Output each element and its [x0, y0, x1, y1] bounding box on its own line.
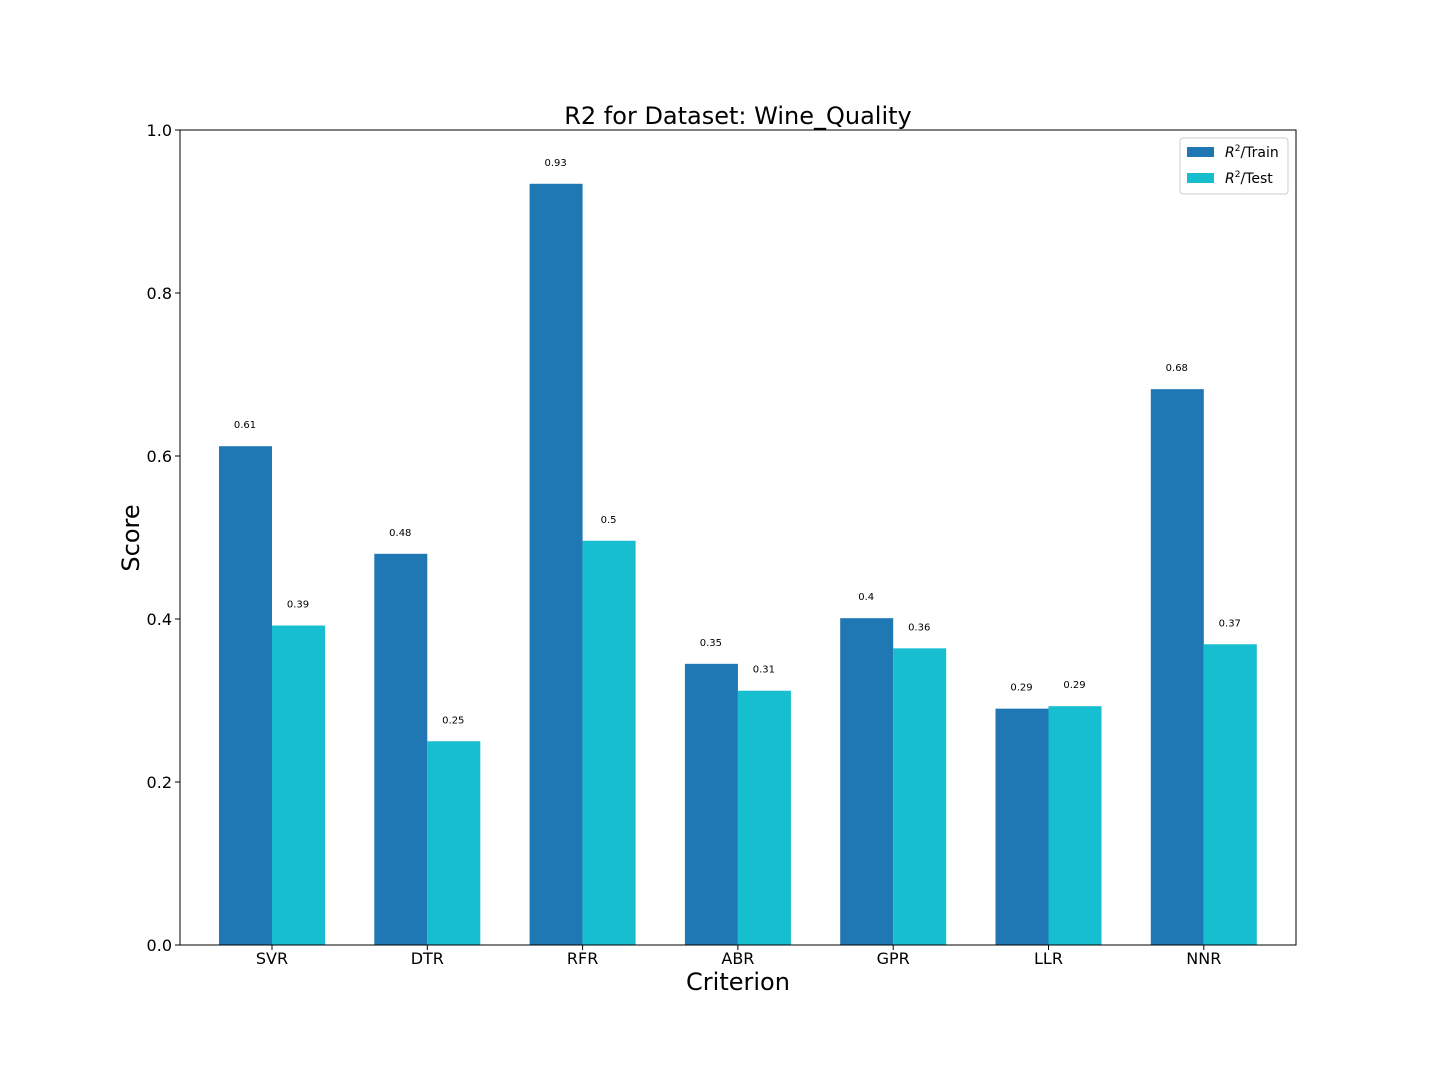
- bar-test-svr: [272, 625, 325, 945]
- bar-value-label: 0.37: [1219, 618, 1241, 629]
- bar-train-svr: [219, 446, 272, 945]
- bar-value-label: 0.31: [753, 665, 775, 676]
- y-tick-label: 0.6: [147, 447, 172, 466]
- bar-value-label: 0.29: [1010, 683, 1032, 694]
- x-axis-title: Criterion: [686, 968, 790, 996]
- bar-test-nnr: [1203, 644, 1257, 945]
- legend-label-train: R2/Train: [1225, 144, 1279, 161]
- legend-label-superscript: 2: [1235, 170, 1241, 180]
- bar-train-rfr: [529, 183, 583, 946]
- bar-train-llr: [995, 708, 1049, 945]
- y-axis-title: Score: [117, 504, 145, 571]
- legend-swatch-train: [1187, 147, 1214, 157]
- y-tick-label: 0.0: [147, 936, 172, 955]
- legend-label-suffix: /Test: [1240, 171, 1273, 187]
- y-tick-label: 1.0: [147, 121, 172, 140]
- bar-train-gpr: [840, 618, 894, 945]
- bar-train-nnr: [1150, 389, 1204, 945]
- legend-label-superscript: 2: [1235, 144, 1241, 154]
- bar-train-dtr: [374, 553, 428, 945]
- x-tick-label: ABR: [721, 949, 754, 968]
- legend-label-base: R: [1225, 145, 1235, 161]
- bar-value-label: 0.93: [544, 158, 566, 169]
- bar-test-llr: [1048, 706, 1102, 945]
- x-tick-label: SVR: [256, 949, 288, 968]
- legend-label-suffix: /Train: [1240, 145, 1278, 161]
- bar-value-label: 0.68: [1166, 363, 1188, 374]
- legend-label-base: R: [1225, 171, 1235, 187]
- bar-value-label: 0.25: [442, 715, 464, 726]
- bar-test-abr: [737, 690, 791, 945]
- bar-value-label: 0.4: [858, 592, 874, 603]
- bar-value-label: 0.29: [1063, 680, 1085, 691]
- bar-value-label: 0.35: [700, 638, 722, 649]
- x-tick-label: LLR: [1034, 949, 1063, 968]
- bar-value-label: 0.36: [908, 622, 930, 633]
- chart-title: R2 for Dataset: Wine_Quality: [564, 102, 912, 130]
- bar-value-label: 0.61: [234, 420, 256, 431]
- x-tick-label: DTR: [411, 949, 444, 968]
- bar-value-label: 0.39: [287, 600, 309, 611]
- bars-group: [219, 183, 1257, 946]
- bar-labels-group: 0.61 0.39 0.48 0.25 0.93 0.5 0.35 0.31 0.4 0.36 0.…: [234, 158, 1241, 726]
- x-tick-label: GPR: [877, 949, 910, 968]
- bar-test-dtr: [427, 741, 481, 945]
- y-tick-label: 0.2: [147, 773, 172, 792]
- y-tick-label: 0.4: [147, 610, 172, 629]
- bar-test-gpr: [893, 648, 947, 945]
- y-tick-label: 0.8: [147, 284, 172, 303]
- bar-value-label: 0.5: [601, 515, 617, 526]
- bar-test-rfr: [582, 540, 636, 945]
- legend-label-test: R2/Test: [1225, 170, 1273, 187]
- x-tick-label: NNR: [1186, 949, 1221, 968]
- y-axis: 0.0 0.2 0.4 0.6 0.8 1.0: [147, 121, 180, 955]
- bar-train-abr: [684, 663, 738, 945]
- x-tick-label: RFR: [567, 949, 598, 968]
- legend-swatch-test: [1187, 173, 1214, 183]
- x-axis: SVR DTR RFR ABR GPR LLR NNR: [256, 945, 1221, 968]
- bar-value-label: 0.48: [389, 528, 411, 539]
